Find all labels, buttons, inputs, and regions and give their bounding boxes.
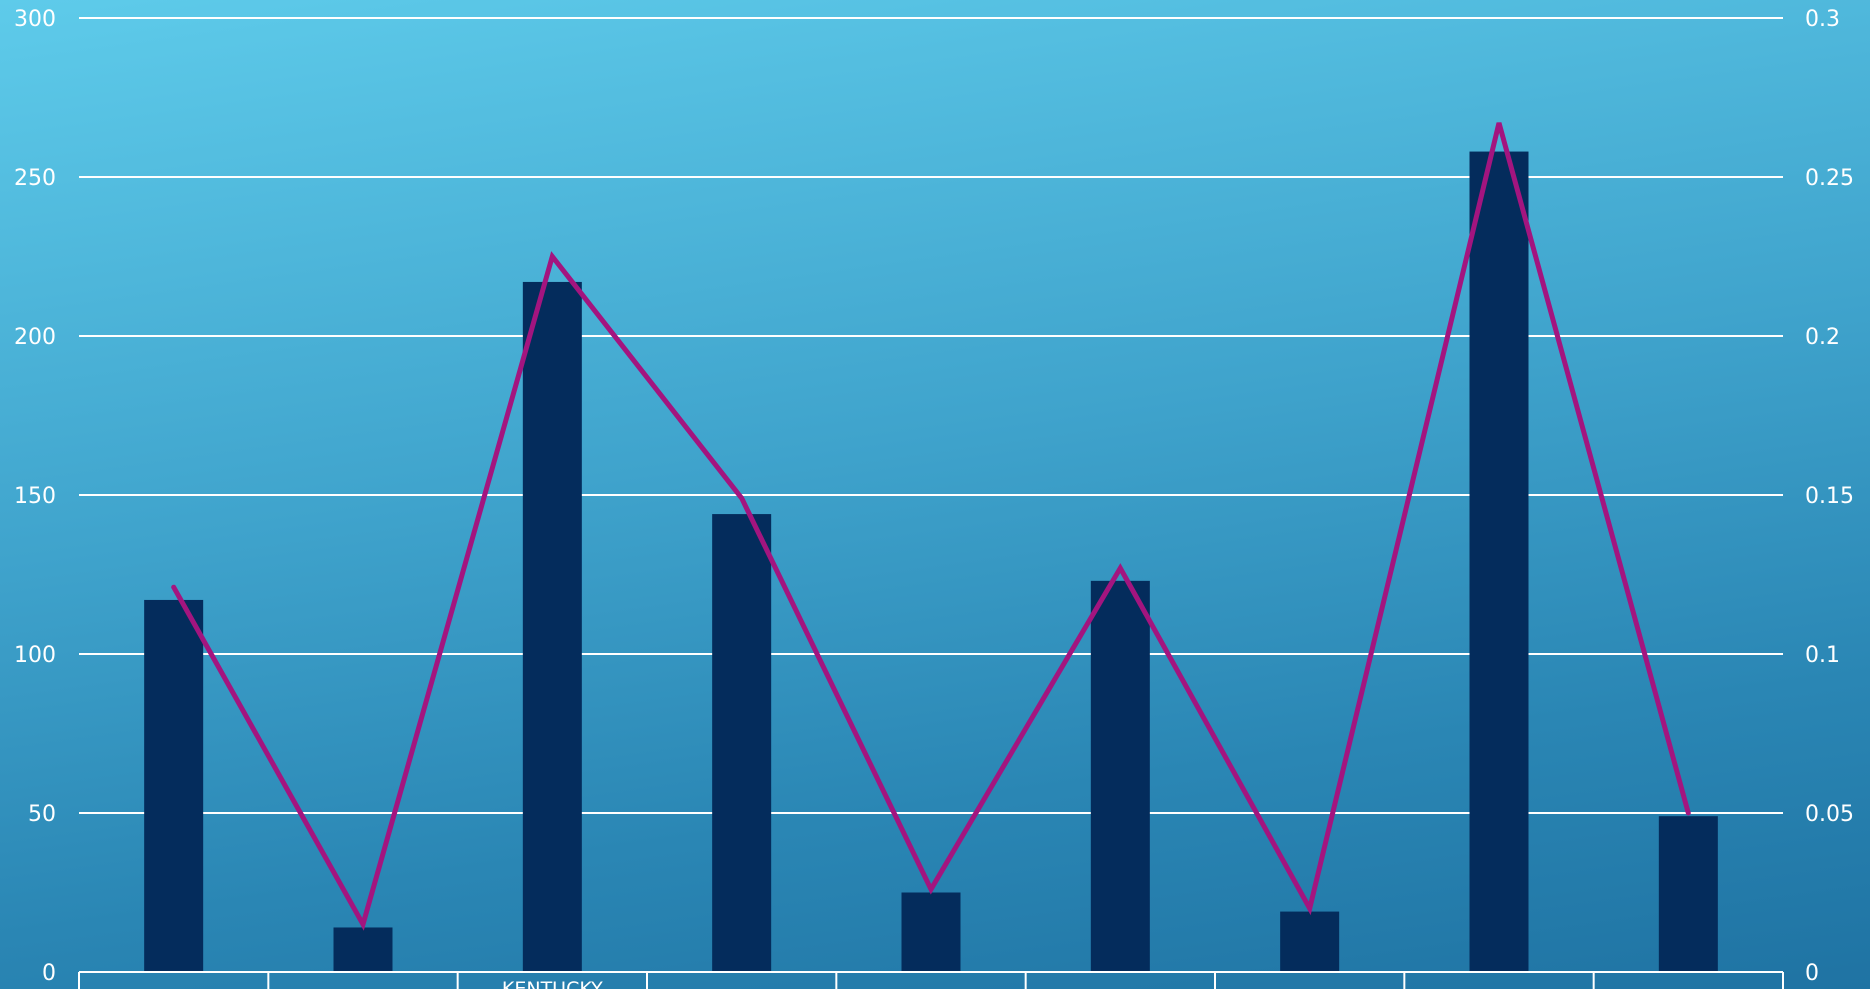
bar [1658,816,1718,972]
bar [144,599,204,972]
bar [333,927,393,972]
series-line [171,122,1691,931]
y-left-tick-label: 200 [14,325,56,350]
y-left-tick-label: 250 [14,166,56,191]
bar [1090,580,1150,972]
bar [1469,151,1529,972]
y-right-tick-label: 0.25 [1805,166,1854,191]
y-right-tick-label: 0.1 [1805,643,1840,668]
line-series [171,122,1691,931]
y-left-tick-label: 150 [14,484,56,509]
y-left-tick-label: 300 [14,7,56,32]
y-right-tick-label: 0.15 [1805,484,1854,509]
bar [522,281,582,972]
bar [901,892,961,972]
y-right-tick-label: 0 [1805,961,1819,986]
bar [1280,911,1340,972]
y-right-tick-label: 0.2 [1805,325,1840,350]
bar [712,514,772,972]
axes: 0 50 100 150 200 250 300 0 0.05 0.1 0.15 0.2 0.25 0.3… [14,7,1854,989]
y-left-tick-label: 100 [14,643,56,668]
bar-series [144,151,1718,972]
y-left-tick-label: 50 [28,802,56,827]
x-category-label: KENTUCKY [502,978,603,989]
y-left-tick-label: 0 [42,961,56,986]
y-right-tick-label: 0.05 [1805,802,1854,827]
y-right-tick-label: 0.3 [1805,7,1840,32]
